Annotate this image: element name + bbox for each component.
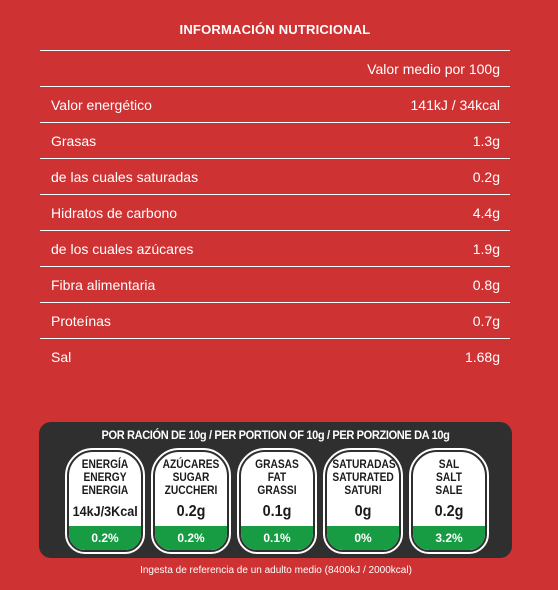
badge-value: 0g — [354, 503, 372, 520]
row-value: 1.9g — [472, 240, 500, 257]
table-row: de los cuales azúcares 1.9g — [40, 230, 510, 266]
gda-badges: ENERGÍA ENERGY ENERGIA 14kJ/3Kcal 0.2% A… — [65, 448, 489, 554]
saturated-badge: SATURADAS SATURATED SATURI 0g 0% — [323, 448, 403, 554]
row-value: 0.8g — [472, 276, 500, 293]
badge-name: ENERGÍA ENERGY ENERGIA — [81, 457, 129, 497]
row-label: Hidratos de carbono — [51, 204, 178, 221]
row-label: Valor energético — [51, 96, 152, 113]
sugar-badge: AZÚCARES SUGAR ZUCCHERI 0.2g 0.2% — [151, 448, 231, 554]
row-value: 141kJ / 34kcal — [410, 96, 501, 113]
row-value: 1.68g — [464, 348, 500, 365]
row-value: 1.3g — [472, 132, 500, 149]
row-label: Sal — [51, 348, 72, 365]
badge-percent: 3.2% — [413, 526, 485, 550]
badge-percent: 0% — [327, 526, 399, 550]
table-row: Proteínas 0.7g — [40, 302, 510, 338]
row-value: 0.7g — [472, 312, 500, 329]
badge-name: SAL SALT SALE — [435, 457, 463, 497]
table-row: de las cuales saturadas 0.2g — [40, 158, 510, 194]
row-label: de las cuales saturadas — [51, 168, 199, 185]
badge-percent: 0.1% — [241, 526, 313, 550]
badge-value: 0.2g — [176, 503, 206, 520]
fat-badge: GRASAS FAT GRASSI 0.1g 0.1% — [237, 448, 317, 554]
portion-panel: POR RACIÓN DE 10g / PER PORTION OF 10g /… — [39, 422, 512, 558]
table-row: Hidratos de carbono 4.4g — [40, 194, 510, 230]
row-label: Proteínas — [51, 312, 111, 329]
badge-value: 0.2g — [434, 503, 464, 520]
table-row: Fibra alimentaria 0.8g — [40, 266, 510, 302]
table-header-row: Valor medio por 100g — [40, 50, 510, 86]
table-row: Grasas 1.3g — [40, 122, 510, 158]
badge-name: GRASAS FAT GRASSI — [255, 457, 299, 497]
nutrition-title: INFORMACIÓN NUTRICIONAL — [179, 22, 371, 37]
portion-title: POR RACIÓN DE 10g / PER PORTION OF 10g /… — [101, 428, 450, 442]
table-row: Sal 1.68g — [40, 338, 510, 374]
header-value: Valor medio por 100g — [367, 60, 500, 77]
salt-badge: SAL SALT SALE 0.2g 3.2% — [409, 448, 489, 554]
badge-name: AZÚCARES SUGAR ZUCCHERI — [162, 457, 220, 497]
badge-name: SATURADAS SATURATED SATURI — [332, 457, 396, 497]
row-value: 4.4g — [472, 204, 500, 221]
table-row: Valor energético 141kJ / 34kcal — [40, 86, 510, 122]
row-label: de los cuales azúcares — [51, 240, 194, 257]
badge-percent: 0.2% — [69, 526, 141, 550]
row-label: Grasas — [51, 132, 97, 149]
nutrition-table: Valor medio por 100g Valor energético 14… — [40, 50, 510, 374]
badge-value: 0.1g — [262, 503, 292, 520]
badge-value: 14kJ/3Kcal — [72, 503, 138, 519]
row-value: 0.2g — [472, 168, 500, 185]
badge-percent: 0.2% — [155, 526, 227, 550]
energy-badge: ENERGÍA ENERGY ENERGIA 14kJ/3Kcal 0.2% — [65, 448, 145, 554]
row-label: Fibra alimentaria — [51, 276, 156, 293]
reference-intake-note: Ingesta de referencia de un adulto medio… — [140, 565, 412, 576]
